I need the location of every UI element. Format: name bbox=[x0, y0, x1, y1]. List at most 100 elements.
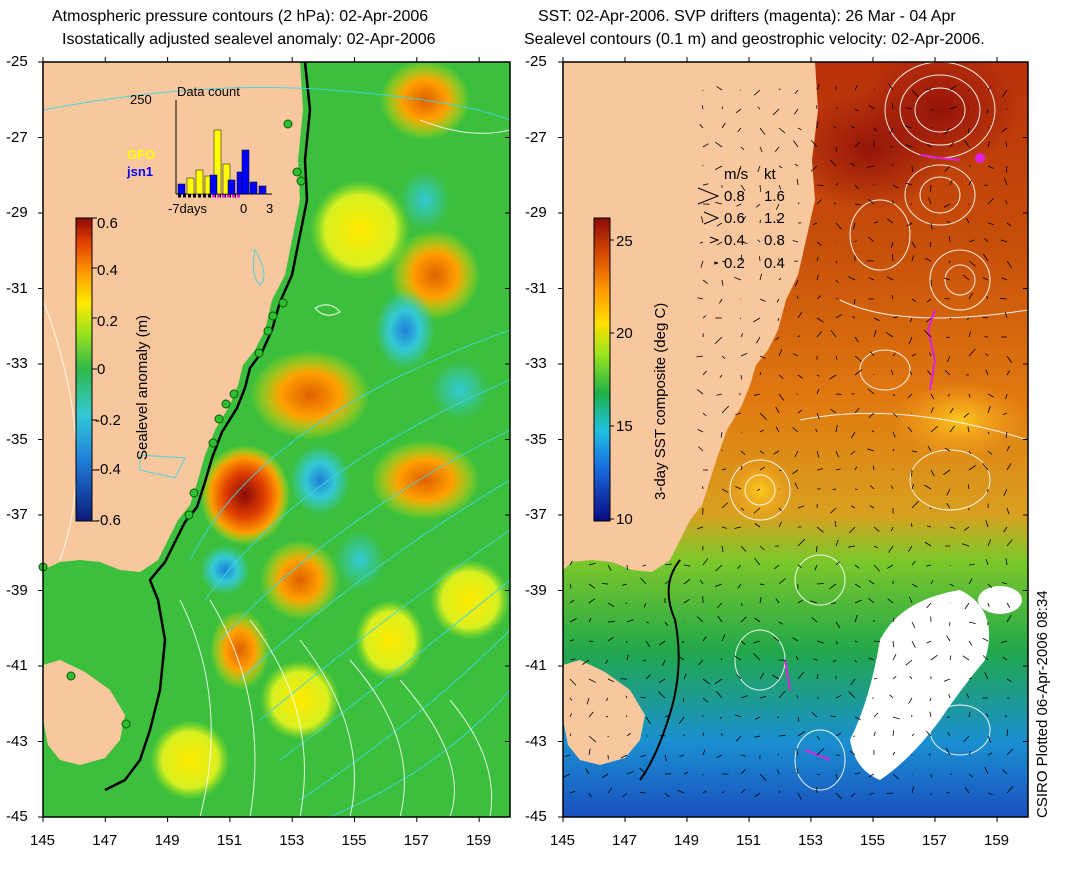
velocity-arrow bbox=[854, 336, 859, 343]
velocity-arrow bbox=[759, 583, 765, 586]
velocity-arrow bbox=[643, 602, 647, 608]
velocity-arrow bbox=[926, 640, 932, 644]
velocity-arrow bbox=[869, 351, 875, 357]
velocity-arrow bbox=[892, 393, 896, 397]
velocity-arrow bbox=[987, 141, 991, 148]
velocity-arrow bbox=[797, 127, 802, 131]
velocity-arrow bbox=[829, 159, 837, 167]
velocity-arrow bbox=[588, 562, 596, 566]
velocity-arrow bbox=[721, 488, 729, 493]
velocity-arrow bbox=[987, 735, 992, 743]
velocity-arrow bbox=[987, 86, 991, 91]
velocity-arrow bbox=[984, 238, 989, 243]
velocity-arrow bbox=[854, 583, 861, 588]
velocity-arrow bbox=[697, 659, 704, 666]
velocity-arrow bbox=[696, 355, 704, 358]
velocity-arrow bbox=[848, 276, 856, 281]
velocity-arrow bbox=[982, 655, 989, 661]
velocity-arrow bbox=[569, 697, 573, 701]
velocity-arrow bbox=[930, 654, 938, 661]
velocity-arrow bbox=[889, 694, 894, 699]
lon-tick-label: 145 bbox=[30, 832, 56, 849]
velocity-arrow bbox=[1006, 260, 1013, 269]
velocity-arrow bbox=[794, 108, 799, 115]
velocity-arrow bbox=[911, 483, 915, 490]
velocity-arrow bbox=[945, 747, 951, 756]
velocity-arrow bbox=[664, 714, 670, 718]
velocity-arrow bbox=[907, 545, 913, 552]
velocity-arrow bbox=[867, 165, 875, 168]
velocity-arrow bbox=[683, 599, 690, 604]
velocity-arrow bbox=[740, 754, 746, 757]
velocity-arrow bbox=[929, 507, 932, 509]
velocity-arrow bbox=[946, 488, 951, 496]
velocity-arrow bbox=[737, 583, 742, 589]
sst-colorbar-tick: 15 bbox=[616, 418, 633, 435]
velocity-arrow bbox=[759, 596, 762, 604]
sla-map bbox=[43, 62, 510, 817]
velocity-arrow bbox=[816, 526, 824, 533]
velocity-arrow bbox=[754, 617, 761, 623]
velocity-arrow bbox=[854, 640, 858, 643]
velocity-arrow bbox=[835, 621, 841, 629]
right-title-line1: SST: 02-Apr-2006. SVP drifters (magenta)… bbox=[538, 8, 956, 25]
velocity-arrow bbox=[759, 695, 767, 699]
velocity-arrow bbox=[1006, 355, 1012, 364]
velocity-arrow bbox=[868, 277, 875, 281]
velocity-arrow bbox=[967, 89, 970, 92]
velocity-arrow bbox=[773, 450, 780, 455]
velocity-arrow bbox=[740, 374, 743, 380]
velocity-arrow bbox=[949, 425, 955, 433]
velocity-arrow bbox=[829, 374, 837, 380]
right-title-line2: Sealevel contours (0.1 m) and geostrophi… bbox=[524, 31, 985, 48]
velocity-arrow bbox=[925, 730, 932, 737]
lat-tick-label: -31 bbox=[525, 279, 547, 297]
velocity-arrow bbox=[640, 577, 647, 585]
velocity-arrow bbox=[816, 773, 820, 776]
velocity-arrow bbox=[702, 412, 707, 417]
velocity-arrow bbox=[873, 731, 876, 737]
velocity-arrow bbox=[734, 276, 742, 281]
velocity-arrow bbox=[1006, 539, 1013, 547]
velocity-arrow bbox=[1003, 488, 1008, 497]
velocity-arrow bbox=[987, 539, 992, 547]
velocity-arrow bbox=[721, 405, 729, 414]
velocity-arrow bbox=[773, 636, 780, 642]
velocity-arrow bbox=[833, 125, 837, 129]
velocity-arrow bbox=[1001, 127, 1008, 133]
velocity-arrow bbox=[607, 564, 612, 571]
velocity-arrow bbox=[854, 772, 861, 775]
velocity-key-kt: 0.4 bbox=[764, 255, 785, 272]
velocity-arrow bbox=[588, 583, 595, 589]
velocity-arrow bbox=[640, 696, 647, 699]
sst-colorbar-tick: 25 bbox=[616, 233, 633, 250]
velocity-arrow bbox=[949, 583, 955, 587]
lat-tick-label: -39 bbox=[525, 581, 547, 599]
velocity-arrow bbox=[816, 374, 820, 377]
velocity-arrow bbox=[811, 711, 818, 718]
velocity-arrow bbox=[873, 329, 877, 338]
velocity-arrow bbox=[830, 408, 837, 414]
velocity-arrow bbox=[964, 786, 970, 794]
velocity-arrow bbox=[569, 599, 575, 604]
velocity-arrow bbox=[775, 336, 780, 341]
velocity-arrow bbox=[702, 558, 709, 566]
velocity-arrow bbox=[852, 316, 856, 319]
velocity-arrow bbox=[778, 690, 786, 699]
velocity-arrow bbox=[926, 143, 932, 148]
velocity-arrow bbox=[816, 748, 825, 756]
velocity-arrow bbox=[735, 108, 742, 114]
velocity-arrow bbox=[721, 791, 725, 794]
left-title-line2: Isostatically adjusted sealevel anomaly:… bbox=[62, 31, 436, 48]
lat-tick-label: -39 bbox=[6, 581, 28, 599]
lat-tick-label: -29 bbox=[525, 204, 547, 221]
velocity-arrow bbox=[778, 734, 786, 737]
velocity-arrow bbox=[948, 694, 951, 699]
velocity-arrow bbox=[797, 599, 804, 604]
velocity-arrow bbox=[1006, 786, 1014, 794]
velocity-arrow bbox=[759, 466, 765, 471]
velocity-arrow bbox=[796, 179, 799, 186]
velocity-arrow bbox=[892, 352, 896, 357]
velocity-arrow bbox=[835, 792, 843, 800]
velocity-arrow bbox=[854, 184, 859, 190]
